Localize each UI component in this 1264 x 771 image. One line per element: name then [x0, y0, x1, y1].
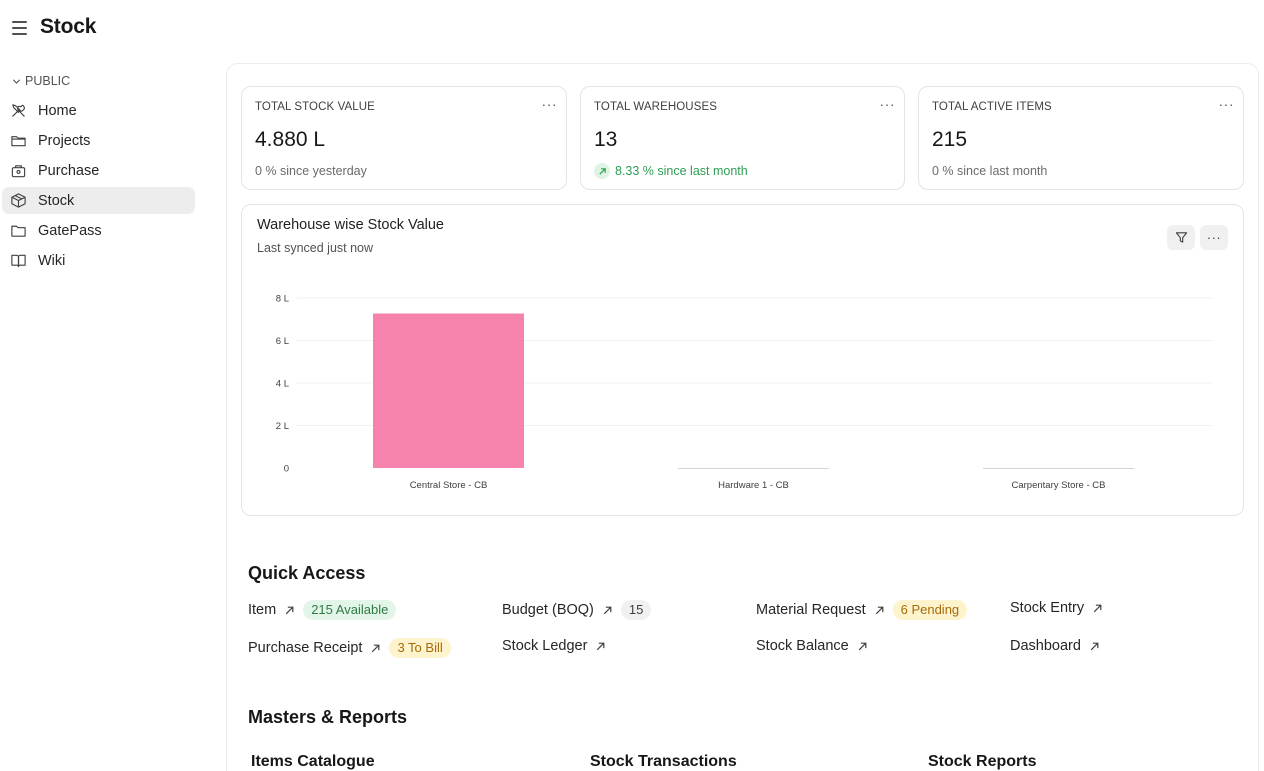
sidebar-item-home[interactable]: Home — [2, 97, 195, 124]
tools-icon — [12, 104, 25, 117]
chart-options-button[interactable]: ··· — [1200, 225, 1228, 250]
folder-icon — [11, 136, 26, 147]
sidebar-item-label: GatePass — [38, 222, 102, 239]
external-arrow-icon — [285, 606, 294, 614]
column-heading: Stock Transactions — [590, 753, 737, 770]
kpi-change: 8.33 % since last month — [594, 163, 748, 179]
sidebar-item-label: Home — [38, 102, 77, 119]
column-heading: Items Catalogue — [251, 753, 375, 770]
masters-reports-title: Masters & Reports — [248, 707, 408, 727]
count-badge: 15 — [620, 600, 652, 620]
column-heading: Stock Reports — [928, 753, 1037, 770]
box-icon — [11, 193, 26, 208]
x-tick-label: Carpentary Store - CB — [1012, 480, 1106, 491]
external-arrow-icon — [875, 606, 884, 614]
external-arrow-icon — [1090, 642, 1099, 650]
quick-link-material-request[interactable]: Material Request 6 Pending — [756, 600, 968, 620]
count-badge: 215 Available — [303, 600, 397, 620]
sidebar-item-label: Wiki — [38, 252, 66, 269]
external-arrow-icon — [597, 642, 605, 650]
more-options-icon[interactable]: ··· — [1218, 96, 1234, 112]
sidebar-item-label: Purchase — [38, 162, 100, 179]
kpi-change: 0 % since last month — [932, 164, 1048, 178]
x-tick-label: Hardware 1 - CB — [718, 480, 789, 491]
external-arrow-icon — [1093, 604, 1102, 612]
filter-icon — [1175, 232, 1187, 243]
quick-link-budget[interactable]: Budget (BOQ) 15 — [502, 600, 652, 620]
sidebar-item-label: Stock — [38, 192, 75, 209]
y-tick-label: 6 L — [276, 336, 289, 347]
kpi-card-warehouses: TOTAL WAREHOUSES ··· 13 8.33 % since las… — [580, 86, 905, 190]
bag-icon — [11, 165, 26, 178]
sidebar-item-gatepass[interactable]: GatePass — [2, 217, 195, 244]
quick-access-title: Quick Access — [248, 563, 366, 583]
quick-link-label: Dashboard — [1010, 638, 1081, 654]
quick-link-stock-entry[interactable]: Stock Entry — [1010, 600, 1103, 616]
kpi-value: 13 — [594, 128, 618, 151]
count-badge: 6 Pending — [892, 600, 968, 620]
kpi-label: TOTAL STOCK VALUE — [255, 101, 375, 113]
kpi-value: 4.880 L — [255, 128, 326, 151]
y-tick-label: 0 — [284, 464, 289, 475]
y-tick-label: 4 L — [276, 379, 289, 390]
page-title: Stock — [40, 15, 97, 38]
quick-link-purchase-receipt[interactable]: Purchase Receipt 3 To Bill — [248, 638, 451, 658]
bar[interactable] — [373, 313, 524, 468]
sidebar-section-label: PUBLIC — [25, 74, 71, 88]
count-badge: 3 To Bill — [389, 638, 451, 658]
sidebar-item-stock[interactable]: Stock — [2, 187, 195, 214]
chevron-down-icon — [12, 78, 21, 84]
filter-button[interactable] — [1167, 225, 1195, 250]
x-tick-label: Central Store - CB — [410, 480, 488, 491]
y-tick-label: 8 L — [276, 294, 289, 305]
quick-link-dashboard[interactable]: Dashboard — [1010, 638, 1100, 654]
kpi-label: TOTAL WAREHOUSES — [594, 101, 718, 113]
external-arrow-icon — [858, 642, 867, 650]
quick-link-label: Item — [248, 602, 277, 618]
external-arrow-icon — [372, 644, 380, 652]
quick-link-label: Stock Ledger — [502, 638, 588, 654]
sidebar-item-purchase[interactable]: Purchase — [2, 157, 195, 184]
trend-up-icon — [594, 163, 610, 179]
quick-link-label: Stock Balance — [756, 638, 849, 654]
quick-link-stock-ledger[interactable]: Stock Ledger — [502, 638, 606, 654]
external-arrow-icon — [603, 606, 612, 614]
sidebar-item-projects[interactable]: Projects — [2, 127, 195, 154]
menu-icon[interactable] — [12, 21, 27, 35]
sidebar-section-toggle[interactable]: PUBLIC — [0, 70, 205, 92]
quick-link-stock-balance[interactable]: Stock Balance — [756, 638, 868, 654]
kpi-change: 0 % since yesterday — [255, 164, 367, 178]
quick-link-item[interactable]: Item 215 Available — [248, 600, 397, 620]
kpi-card-active-items: TOTAL ACTIVE ITEMS ··· 215 0 % since las… — [918, 86, 1244, 190]
more-options-icon: ··· — [1206, 230, 1222, 245]
quick-link-label: Stock Entry — [1010, 600, 1085, 616]
main-panel: TOTAL STOCK VALUE ··· 4.880 L 0 % since … — [226, 63, 1259, 771]
more-options-icon[interactable]: ··· — [879, 96, 895, 112]
kpi-change-text: 8.33 % since last month — [615, 164, 748, 178]
book-icon — [11, 254, 26, 268]
more-options-icon[interactable]: ··· — [541, 96, 557, 112]
quick-link-label: Purchase Receipt — [248, 640, 363, 656]
quick-link-label: Material Request — [756, 602, 866, 618]
bar-chart: 0 2 L 4 L 6 L 8 L Central Store - CB Hardware … — [276, 294, 1212, 491]
sidebar-item-wiki[interactable]: Wiki — [2, 247, 195, 274]
chart-card: Warehouse wise Stock Value Last synced j… — [241, 204, 1244, 516]
kpi-label: TOTAL ACTIVE ITEMS — [932, 101, 1052, 113]
y-tick-label: 2 L — [276, 421, 289, 432]
sidebar-item-label: Projects — [38, 132, 91, 149]
kpi-value: 215 — [932, 128, 968, 151]
quick-link-label: Budget (BOQ) — [502, 602, 594, 618]
top-bar: Stock — [0, 0, 1264, 56]
kpi-card-stock-value: TOTAL STOCK VALUE ··· 4.880 L 0 % since … — [241, 86, 567, 190]
folder-icon — [11, 225, 26, 237]
chart-subtitle: Last synced just now — [257, 241, 374, 255]
chart-title: Warehouse wise Stock Value — [257, 217, 444, 233]
sidebar: PUBLIC Home Projects Purchase Stock Gate… — [0, 64, 205, 274]
